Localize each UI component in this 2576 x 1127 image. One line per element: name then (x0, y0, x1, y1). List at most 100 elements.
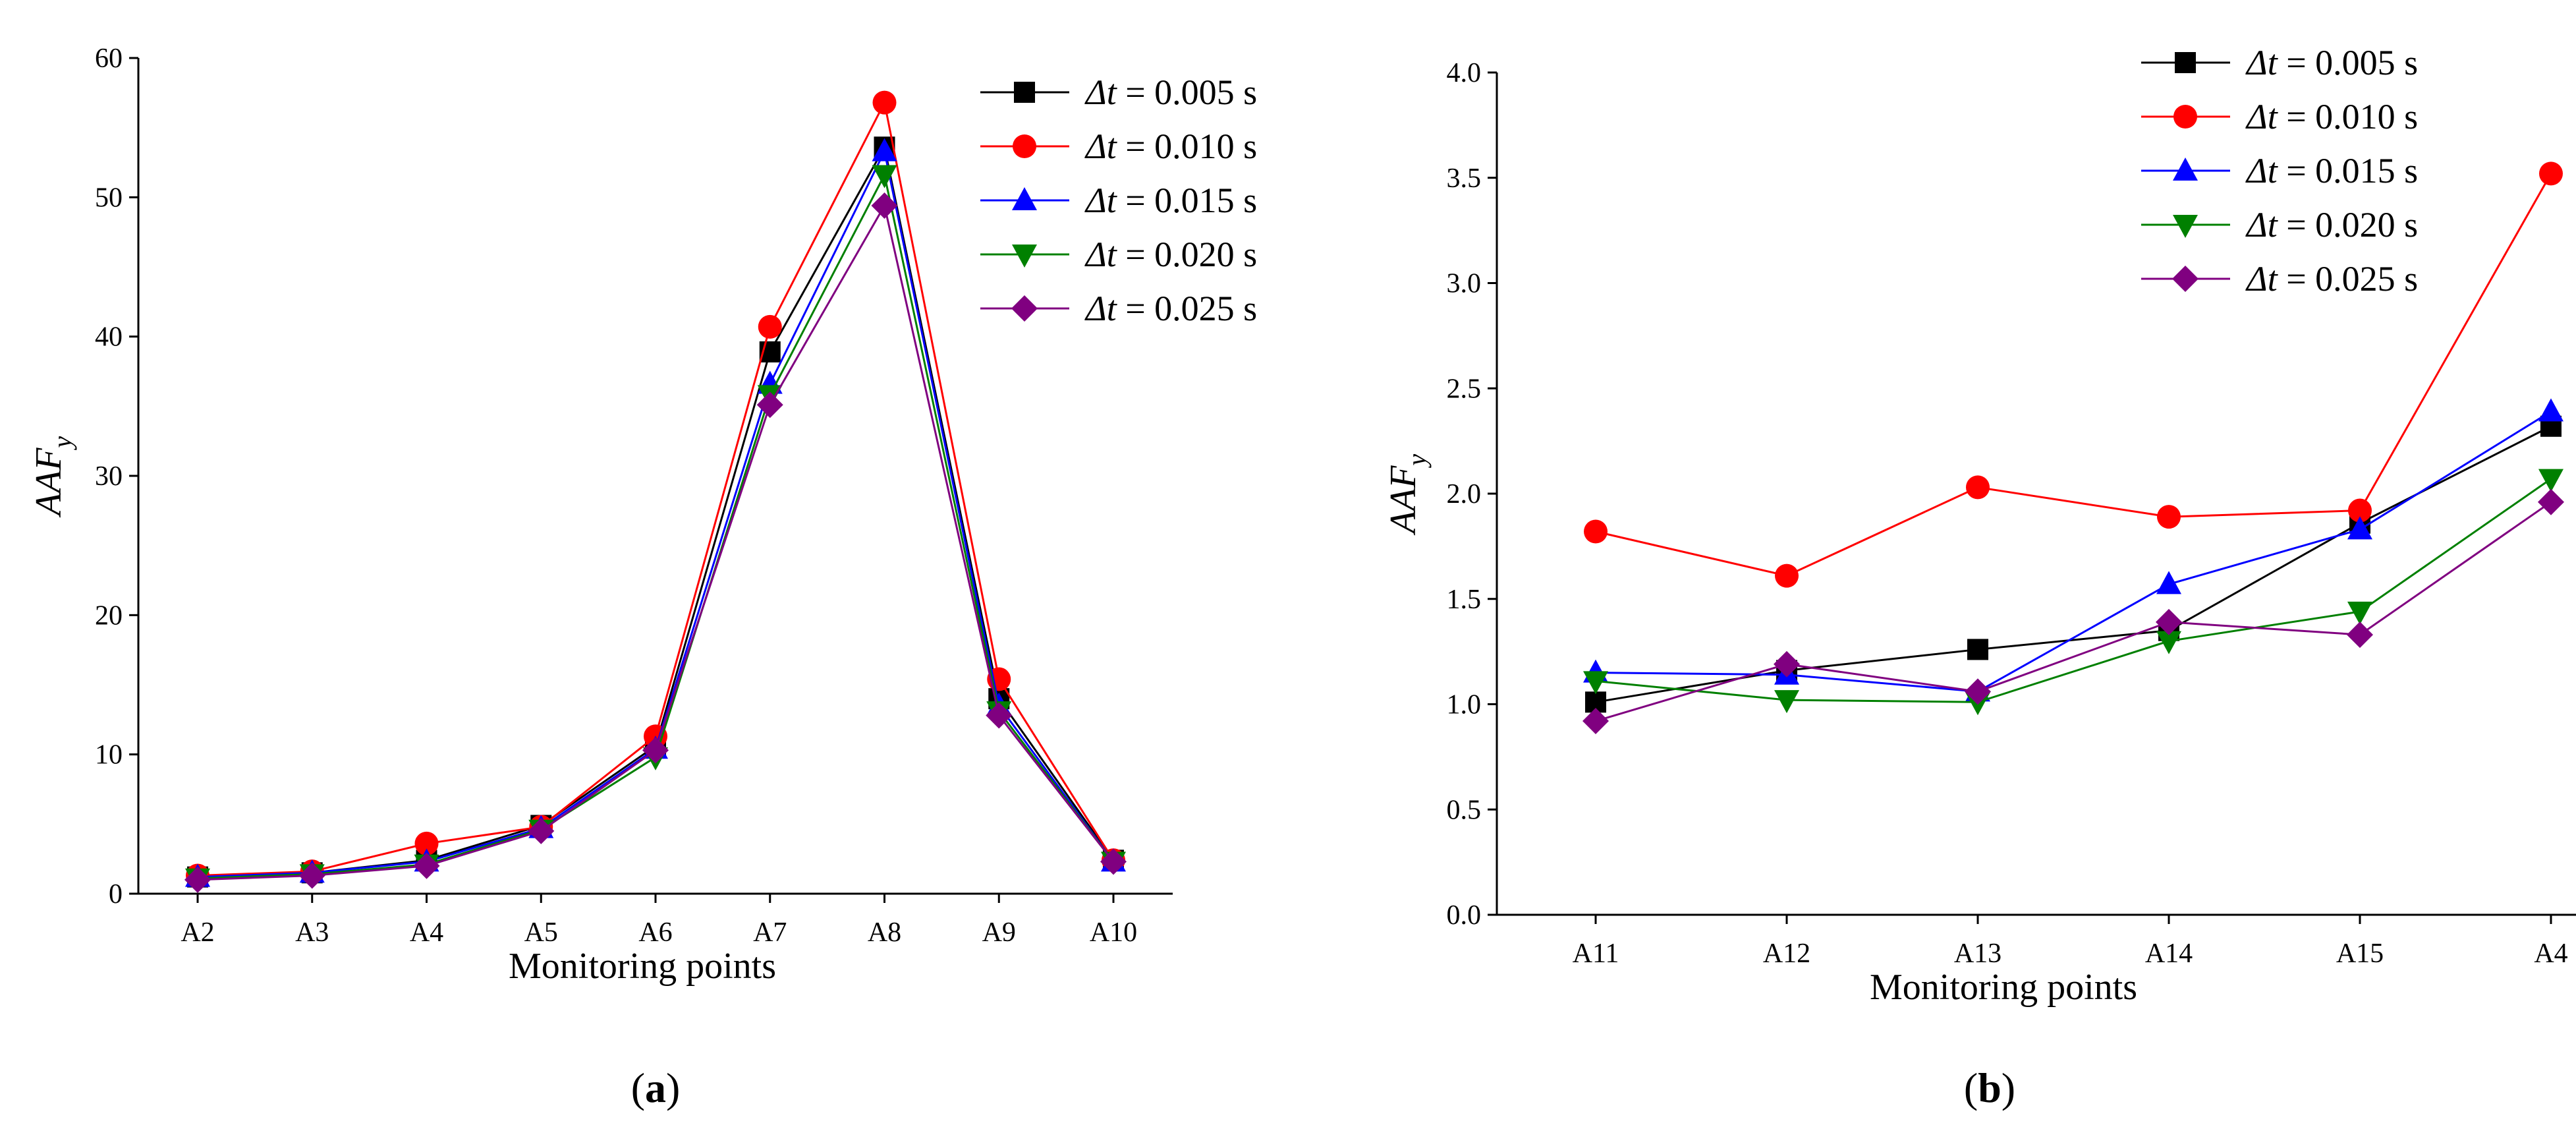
y-tick-label: 1.0 (1447, 690, 1482, 720)
data-point-series-5 (1774, 650, 1800, 678)
series-line-4 (1595, 478, 2552, 703)
legend-label: Δt = 0.025 s (2245, 259, 2418, 299)
y-axis-title-main: AAF (1383, 465, 1424, 536)
data-point-series-2 (758, 314, 782, 339)
y-tick-label: 4.0 (1447, 58, 1482, 88)
data-point-series-1 (1967, 639, 1988, 660)
y-tick-label: 3.5 (1447, 163, 1482, 194)
data-point-series-2 (1966, 475, 1990, 500)
panel-label-close-paren: ) (666, 1064, 680, 1111)
panel-label-open-paren: ( (631, 1064, 645, 1111)
legend-label-symbol: Δt (2245, 151, 2279, 190)
legend-marker-series-5 (2172, 266, 2198, 292)
x-tick-label: A6 (638, 917, 672, 948)
data-point-series-5 (2156, 608, 2182, 635)
y-tick-label: 2.5 (1447, 374, 1482, 404)
data-point-series-5 (871, 192, 898, 219)
x-tick-label: A7 (753, 917, 787, 948)
y-tick-label: 2.0 (1447, 479, 1482, 509)
legend-label-value: = 0.025 s (1117, 289, 1257, 328)
data-point-series-3 (2538, 398, 2563, 422)
legend-marker-series-2 (2173, 105, 2197, 129)
legend-label-symbol: Δt (1084, 127, 1118, 166)
legend-label: Δt = 0.020 s (2245, 205, 2418, 245)
y-axis-title: AAFy (1383, 454, 1432, 536)
data-point-series-5 (756, 391, 783, 419)
data-point-series-2 (872, 90, 897, 115)
data-point-series-5 (1965, 678, 1991, 705)
legend-label-symbol: Δt (2245, 205, 2279, 245)
data-point-series-2 (1775, 564, 1799, 588)
legend-label-value: = 0.020 s (1117, 235, 1257, 274)
data-point-series-5 (184, 866, 211, 893)
legend-marker-series-3 (2173, 158, 2198, 181)
data-point-series-3 (2156, 571, 2181, 594)
y-tick-label: 20 (95, 600, 123, 631)
legend-label-symbol: Δt (1084, 289, 1118, 328)
panel-label: (a) (631, 1064, 681, 1111)
legend-marker-series-4 (2173, 215, 2198, 238)
data-point-series-4 (1583, 671, 1608, 695)
chart-b: 0.0 0.5 1.0 1.5 2.0 2.5 3.0 3.5 4.0 A11 A12 A13 A14 A… (1383, 43, 2576, 1111)
data-point-series-4 (1774, 690, 1799, 714)
data-point-series-4 (872, 165, 897, 188)
y-tick-label: 60 (95, 43, 123, 74)
legend-label: Δt = 0.015 s (2245, 151, 2418, 190)
data-point-series-5 (2347, 621, 2373, 649)
x-axis-title: Monitoring points (1870, 967, 2137, 1008)
data-point-series-4 (2156, 631, 2181, 654)
panel-label-letter: b (1978, 1064, 2002, 1111)
x-tick-label: A10 (1090, 917, 1137, 948)
y-axis-title: AAFy (28, 436, 77, 519)
y-axis-title-main: AAF (28, 448, 69, 518)
legend-marker-series-1 (2175, 52, 2196, 73)
x-tick-label: A4 (2534, 939, 2567, 969)
legend-label-value: = 0.020 s (2278, 205, 2418, 245)
y-tick-label: 0 (109, 879, 123, 910)
y-tick-label: 0.0 (1447, 900, 1482, 931)
x-tick-label: A13 (1954, 939, 2002, 969)
x-tick-label: A14 (2145, 939, 2193, 969)
legend-label: Δt = 0.010 s (2245, 97, 2418, 136)
x-tick-label: A2 (181, 917, 214, 948)
data-point-series-2 (1584, 519, 1608, 544)
y-tick-label: 1.5 (1447, 585, 1482, 615)
legend-label-symbol: Δt (1084, 181, 1118, 220)
data-point-series-5 (1582, 708, 1609, 735)
data-point-series-2 (414, 831, 439, 855)
y-tick-label: 0.5 (1447, 795, 1482, 825)
series-line-4 (197, 172, 1115, 880)
data-point-series-5 (642, 737, 669, 764)
x-tick-label: A9 (982, 917, 1016, 948)
data-point-series-2 (2348, 498, 2372, 523)
legend-label-value: = 0.015 s (1117, 181, 1257, 220)
legend-label-value: = 0.015 s (2278, 151, 2418, 190)
legend-label-symbol: Δt (1084, 72, 1118, 112)
legend-marker-series-3 (1012, 187, 1037, 210)
series-line-1 (1595, 425, 2552, 703)
y-axis-title-subscript: y (47, 436, 77, 451)
x-tick-label: A5 (524, 917, 558, 948)
legend-label-symbol: Δt (2245, 259, 2279, 299)
legend-label-value: = 0.010 s (2278, 97, 2418, 136)
data-point-series-4 (2538, 469, 2563, 492)
x-tick-label: A4 (410, 917, 443, 948)
data-point-series-5 (2538, 488, 2564, 515)
x-axis-title: Monitoring points (509, 946, 776, 987)
panel-label-close-paren: ) (2002, 1064, 2015, 1111)
legend-label: Δt = 0.010 s (1084, 127, 1257, 166)
series-line-2 (1595, 173, 2552, 577)
legend-label-value: = 0.005 s (1117, 72, 1257, 112)
legend-label-value: = 0.025 s (2278, 259, 2418, 299)
data-point-series-5 (986, 702, 1013, 729)
panel-label-letter: a (645, 1064, 666, 1111)
y-tick-label: 3.0 (1447, 269, 1482, 299)
data-point-series-5 (413, 852, 440, 879)
x-tick-label: A12 (1763, 939, 1810, 969)
y-axis-title-subscript: y (1402, 454, 1432, 469)
legend-label: Δt = 0.025 s (1084, 289, 1257, 328)
data-point-series-2 (2539, 161, 2563, 186)
data-point-series-3 (872, 138, 897, 161)
data-point-series-5 (298, 862, 325, 889)
